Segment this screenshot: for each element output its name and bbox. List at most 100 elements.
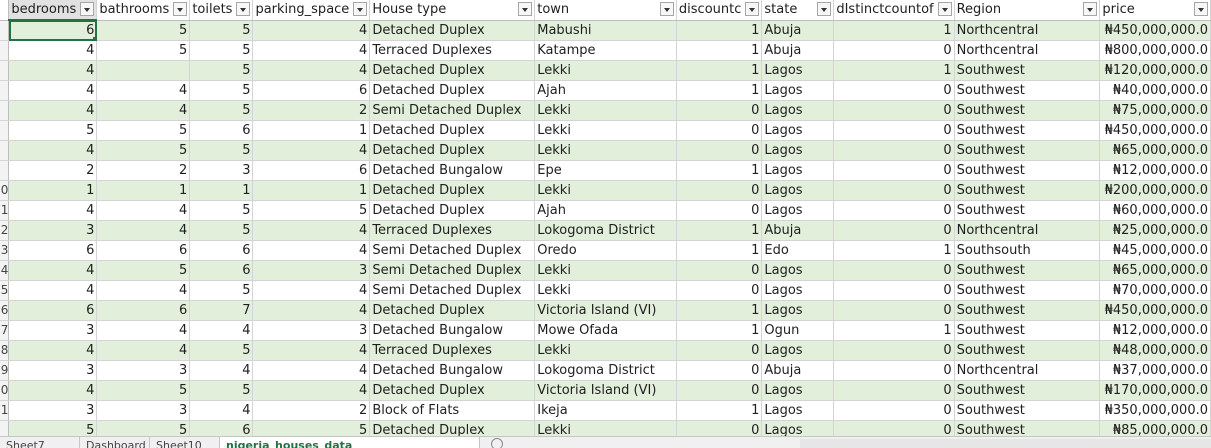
- cell-parking-space[interactable]: 4: [252, 340, 371, 361]
- cell-discountc[interactable]: 1: [676, 40, 763, 61]
- cell-toilets[interactable]: 7: [189, 300, 254, 321]
- cell-bathrooms[interactable]: 4: [96, 100, 191, 121]
- cell-discountc[interactable]: 1: [676, 320, 763, 341]
- cell-distinctcountof[interactable]: 1: [833, 240, 955, 261]
- cell-toilets[interactable]: 4: [189, 360, 254, 381]
- row-number[interactable]: [0, 40, 10, 61]
- cell-price[interactable]: ₦45,000,000.0: [1099, 240, 1211, 261]
- row-number[interactable]: [0, 60, 10, 81]
- cell-state[interactable]: Lagos: [761, 140, 835, 161]
- cell-region[interactable]: Southwest: [954, 80, 1101, 101]
- cell-discountc[interactable]: 1: [676, 220, 763, 241]
- cell-price[interactable]: ₦12,000,000.0: [1099, 160, 1211, 181]
- cell-town[interactable]: Oredo: [534, 240, 677, 261]
- cell-town[interactable]: Lokogoma District: [534, 220, 677, 241]
- row-number[interactable]: [0, 100, 10, 121]
- row-number[interactable]: 0: [0, 380, 10, 401]
- cell-town[interactable]: Lekki: [534, 260, 677, 281]
- row-number[interactable]: [0, 20, 10, 41]
- cell-state[interactable]: Lagos: [761, 280, 835, 301]
- cell-discountc[interactable]: 1: [676, 240, 763, 261]
- cell-toilets[interactable]: 5: [189, 60, 254, 81]
- cell-bathrooms[interactable]: [96, 60, 191, 81]
- add-sheet-icon[interactable]: [491, 438, 503, 448]
- cell-region[interactable]: Southwest: [954, 340, 1101, 361]
- cell-parking-space[interactable]: 4: [252, 300, 371, 321]
- cell-state[interactable]: Lagos: [761, 380, 835, 401]
- cell-house-type[interactable]: Semi Detached Duplex: [369, 100, 536, 121]
- cell-parking-space[interactable]: 4: [252, 140, 371, 161]
- cell-town[interactable]: Mabushi: [534, 20, 677, 41]
- cell-toilets[interactable]: 3: [189, 160, 254, 181]
- row-number[interactable]: 3: [0, 240, 10, 261]
- cell-house-type[interactable]: Detached Bungalow: [369, 360, 536, 381]
- cell-parking-space[interactable]: 5: [252, 420, 371, 436]
- cell-bedrooms[interactable]: 4: [8, 100, 98, 121]
- cell-house-type[interactable]: Detached Duplex: [369, 120, 536, 141]
- cell-town[interactable]: Epe: [534, 160, 677, 181]
- cell-price[interactable]: ₦48,000,000.0: [1099, 340, 1211, 361]
- cell-discountc[interactable]: 0: [676, 360, 763, 381]
- cell-distinctcountof[interactable]: 0: [833, 260, 955, 281]
- row-number[interactable]: [0, 420, 10, 436]
- cell-distinctcountof[interactable]: 0: [833, 140, 955, 161]
- cell-town[interactable]: Lokogoma District: [534, 360, 677, 381]
- cell-discountc[interactable]: 0: [676, 140, 763, 161]
- row-number[interactable]: 1: [0, 200, 10, 221]
- cell-distinctcountof[interactable]: 0: [833, 160, 955, 181]
- cell-price[interactable]: ₦12,000,000.0: [1099, 320, 1211, 341]
- sheet-tab-nigeria-houses-data[interactable]: nigeria_houses_data: [220, 437, 480, 448]
- cell-region[interactable]: Southwest: [954, 420, 1101, 436]
- cell-bedrooms[interactable]: 6: [8, 20, 98, 41]
- cell-bedrooms[interactable]: 4: [8, 280, 98, 301]
- cell-bathrooms[interactable]: 2: [96, 160, 191, 181]
- cell-bedrooms[interactable]: 5: [8, 120, 98, 141]
- cell-state[interactable]: Abuja: [761, 360, 835, 381]
- cell-town[interactable]: Ajah: [534, 80, 677, 101]
- cell-bedrooms[interactable]: 4: [8, 380, 98, 401]
- cell-price[interactable]: ₦120,000,000.0: [1099, 60, 1211, 81]
- cell-distinctcountof[interactable]: 0: [833, 380, 955, 401]
- cell-discountc[interactable]: 1: [676, 300, 763, 321]
- cell-state[interactable]: Abuja: [761, 220, 835, 241]
- cell-parking-space[interactable]: 6: [252, 80, 371, 101]
- cell-house-type[interactable]: Detached Duplex: [369, 140, 536, 161]
- cell-bathrooms[interactable]: 5: [96, 40, 191, 61]
- cell-house-type[interactable]: Semi Detached Duplex: [369, 280, 536, 301]
- cell-bedrooms[interactable]: 4: [8, 80, 98, 101]
- cell-bathrooms[interactable]: 4: [96, 340, 191, 361]
- cell-region[interactable]: Northcentral: [954, 360, 1101, 381]
- cell-town[interactable]: Lekki: [534, 340, 677, 361]
- cell-bedrooms[interactable]: 6: [8, 240, 98, 261]
- filter-dropdown-icon[interactable]: [659, 2, 674, 16]
- cell-bathrooms[interactable]: 4: [96, 80, 191, 101]
- cell-state[interactable]: Lagos: [761, 200, 835, 221]
- cell-house-type[interactable]: Terraced Duplexes: [369, 40, 536, 61]
- cell-region[interactable]: Southwest: [954, 300, 1101, 321]
- filter-dropdown-icon[interactable]: [236, 2, 251, 16]
- cell-distinctcountof[interactable]: 0: [833, 360, 955, 381]
- cell-region[interactable]: Northcentral: [954, 220, 1101, 241]
- cell-parking-space[interactable]: 5: [252, 200, 371, 221]
- cell-discountc[interactable]: 0: [676, 100, 763, 121]
- cell-bathrooms[interactable]: 5: [96, 120, 191, 141]
- cell-distinctcountof[interactable]: 0: [833, 80, 955, 101]
- cell-parking-space[interactable]: 4: [252, 380, 371, 401]
- cell-state[interactable]: Abuja: [761, 40, 835, 61]
- cell-bedrooms[interactable]: 3: [8, 220, 98, 241]
- cell-discountc[interactable]: 1: [676, 60, 763, 81]
- cell-bedrooms[interactable]: 4: [8, 40, 98, 61]
- cell-distinctcountof[interactable]: 0: [833, 280, 955, 301]
- cell-bathrooms[interactable]: 5: [96, 140, 191, 161]
- cell-bathrooms[interactable]: 3: [96, 400, 191, 421]
- cell-town[interactable]: Ajah: [534, 200, 677, 221]
- horizontal-scrollbar[interactable]: [800, 439, 1211, 448]
- cell-bathrooms[interactable]: 1: [96, 180, 191, 201]
- cell-bedrooms[interactable]: 3: [8, 400, 98, 421]
- cell-distinctcountof[interactable]: 1: [833, 320, 955, 341]
- row-number[interactable]: [0, 80, 10, 101]
- cell-parking-space[interactable]: 4: [252, 280, 371, 301]
- column-header-price[interactable]: price: [1099, 0, 1211, 21]
- cell-distinctcountof[interactable]: 0: [833, 200, 955, 221]
- cell-region[interactable]: Southwest: [954, 320, 1101, 341]
